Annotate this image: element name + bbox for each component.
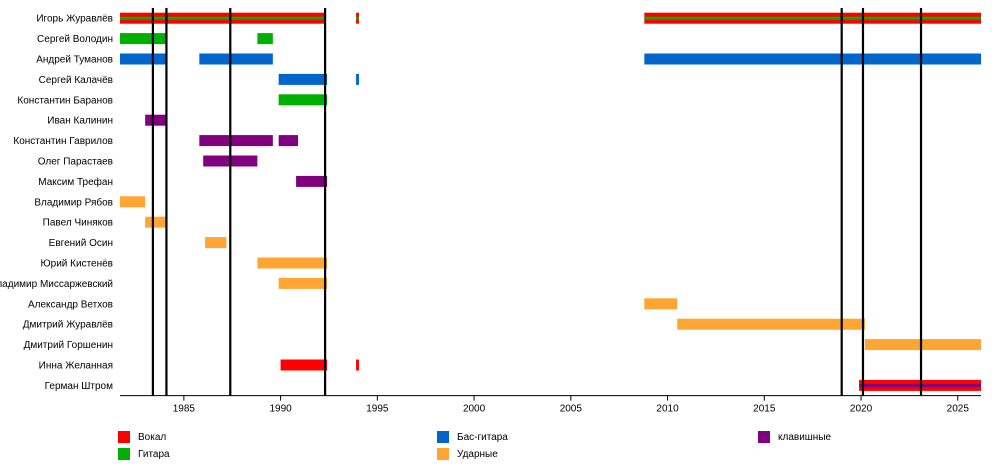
- member-label: Дмитрий Горшенин: [24, 340, 113, 351]
- bar-guitar: [120, 16, 326, 20]
- bar-keys: [296, 175, 328, 187]
- member-label: Максим Трефан: [38, 176, 113, 188]
- member-label: Владимир Миссаржевский: [0, 279, 113, 290]
- bar-drums: [278, 277, 328, 289]
- bar-guitar: [120, 33, 167, 45]
- member-label: Константин Баранов: [17, 95, 113, 106]
- bar-bass: [278, 73, 328, 85]
- member-label: Павел Чиняков: [43, 218, 113, 229]
- x-tick-label: 2025: [947, 404, 970, 415]
- bar-bass: [120, 53, 167, 65]
- event-lines: [151, 8, 923, 396]
- x-tick-label: 2020: [850, 404, 873, 415]
- bar-vocal: [356, 359, 359, 371]
- bar-bass: [356, 73, 359, 85]
- member-label: Иван Калинин: [47, 116, 113, 127]
- x-tick-label: 1985: [173, 404, 196, 415]
- bar-drums: [120, 196, 146, 208]
- bar-drums: [864, 339, 981, 351]
- member-label: Герман Штром: [45, 381, 113, 392]
- x-tick-label: 2000: [463, 404, 486, 415]
- bar-drums: [644, 298, 678, 310]
- member-label: Инна Желанная: [39, 361, 113, 372]
- member-bars: [120, 12, 981, 391]
- bar-bass: [199, 53, 273, 65]
- member-label: Сергей Володин: [37, 34, 113, 45]
- member-label: Владимир Рябов: [34, 196, 113, 208]
- bar-drums: [205, 237, 227, 249]
- bar-vocal: [280, 359, 328, 371]
- bar-drums: [145, 216, 167, 228]
- bar-keys: [145, 114, 167, 126]
- x-tick-label: 2015: [753, 404, 776, 415]
- x-tick-label: 1995: [366, 404, 389, 415]
- bar-keys: [278, 135, 299, 147]
- x-tick-label: 1990: [269, 404, 292, 415]
- bar-guitar: [278, 94, 328, 106]
- bar-drums: [257, 257, 328, 269]
- member-labels: Игорь Журавлёв Сергей Володин Андрей Туман…: [0, 14, 113, 392]
- x-tick-label: 2005: [560, 404, 583, 415]
- bar-guitar: [644, 16, 981, 20]
- bar-guitar: [257, 33, 273, 45]
- x-tick-label: 2010: [656, 404, 679, 415]
- bar-keys: [199, 135, 273, 147]
- bar-bass: [644, 53, 981, 65]
- member-label: Дмитрий Журавлёв: [23, 320, 113, 331]
- member-label: Евгений Осин: [49, 238, 113, 249]
- member-label: Александр Ветхов: [28, 299, 113, 310]
- member-label: Андрей Туманов: [36, 55, 113, 66]
- member-label: Юрий Кистенёв: [41, 259, 113, 270]
- bar-drums: [677, 318, 865, 330]
- member-label: Олег Парастаев: [38, 157, 113, 168]
- member-label: Игорь Журавлёв: [36, 14, 113, 25]
- member-label: Сергей Калачёв: [39, 75, 113, 86]
- bar-guitar: [356, 16, 359, 20]
- x-axis: 1985 1990 1995 2000 2005 2010 2015 2020 2025: [120, 395, 981, 415]
- member-label: Константин Гаврилов: [13, 136, 113, 147]
